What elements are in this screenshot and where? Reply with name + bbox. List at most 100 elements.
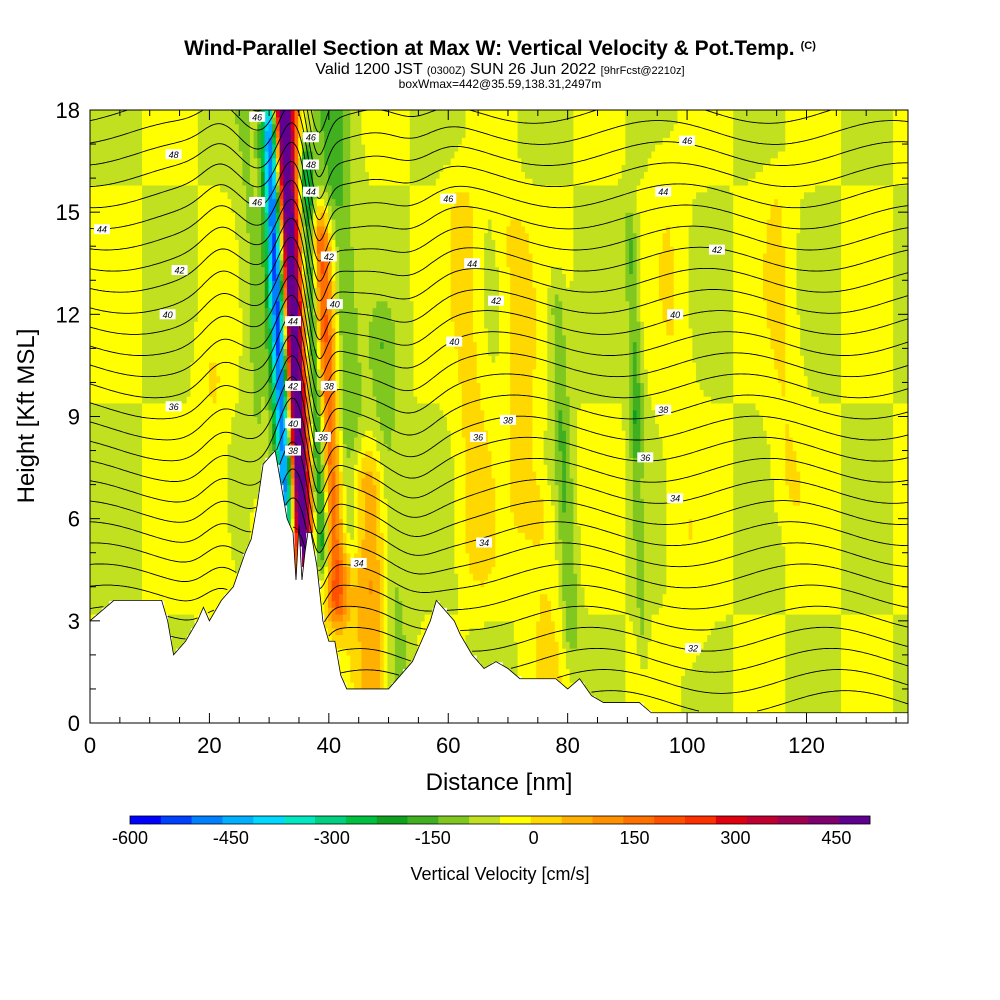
velocity-cell	[770, 702, 775, 710]
velocity-cell	[811, 600, 816, 608]
velocity-cell	[499, 539, 504, 547]
velocity-cell	[346, 627, 351, 636]
velocity-cell	[350, 573, 355, 581]
velocity-cell	[666, 559, 671, 567]
velocity-cell	[194, 545, 199, 554]
velocity-cell	[878, 688, 883, 697]
velocity-cell	[495, 505, 500, 513]
velocity-cell	[339, 648, 344, 656]
velocity-cell	[829, 511, 835, 520]
velocity-cell	[569, 552, 574, 561]
velocity-cell	[513, 579, 519, 588]
velocity-cell	[644, 688, 649, 697]
velocity-cell	[476, 607, 482, 615]
velocity-cell	[521, 668, 526, 676]
velocity-cell	[692, 532, 697, 540]
velocity-cell	[528, 539, 534, 547]
velocity-cell	[870, 654, 876, 663]
velocity-cell	[688, 559, 693, 567]
velocity-cell	[684, 579, 690, 588]
velocity-cell	[130, 511, 136, 520]
velocity-cell	[725, 614, 731, 622]
velocity-cell	[881, 675, 887, 683]
velocity-cell	[670, 668, 675, 676]
velocity-cell	[90, 525, 95, 533]
velocity-cell	[859, 641, 864, 649]
velocity-cell	[398, 511, 403, 520]
velocity-cell	[837, 654, 842, 663]
velocity-cell	[536, 668, 541, 676]
velocity-cell	[346, 566, 351, 574]
velocity-cell	[320, 532, 325, 540]
velocity-cell	[632, 511, 638, 520]
velocity-cell	[554, 552, 560, 561]
velocity-cell	[238, 511, 244, 520]
velocity-cell	[446, 545, 452, 554]
velocity-cell	[733, 634, 738, 642]
velocity-cell	[595, 682, 600, 690]
velocity-cell	[792, 545, 798, 554]
velocity-cell	[365, 682, 370, 690]
velocity-cell	[406, 545, 411, 554]
velocity-cell	[562, 545, 567, 554]
velocity-cell	[365, 675, 370, 683]
velocity-cell	[603, 600, 608, 608]
velocity-cell	[636, 634, 641, 642]
velocity-cell	[104, 559, 110, 567]
velocity-cell	[562, 661, 567, 670]
velocity-cell	[662, 682, 667, 690]
velocity-cell	[673, 627, 679, 636]
velocity-cell	[558, 579, 563, 588]
velocity-cell	[573, 586, 578, 595]
velocity-cell	[446, 607, 452, 615]
velocity-cell	[796, 545, 801, 554]
velocity-cell	[859, 600, 864, 608]
velocity-cell	[231, 511, 236, 520]
velocity-cell	[673, 559, 679, 567]
velocity-cell	[859, 634, 864, 642]
velocity-cell	[881, 593, 887, 601]
velocity-cell	[666, 518, 671, 527]
velocity-cell	[815, 545, 820, 554]
velocity-cell	[361, 593, 366, 601]
velocity-cell	[446, 518, 452, 527]
velocity-cell	[770, 661, 775, 670]
velocity-cell	[625, 539, 630, 547]
velocity-cell	[714, 505, 719, 513]
velocity-cell	[833, 641, 838, 649]
velocity-cell	[755, 695, 760, 704]
velocity-cell	[175, 600, 180, 608]
velocity-cell	[528, 668, 534, 676]
velocity-cell	[651, 505, 656, 513]
velocity-cell	[688, 511, 693, 520]
velocity-cell	[539, 607, 545, 615]
velocity-cell	[617, 695, 623, 704]
velocity-cell	[584, 545, 589, 554]
velocity-cell	[558, 607, 563, 615]
velocity-cell	[781, 525, 786, 533]
velocity-cell	[175, 573, 180, 581]
velocity-cell	[755, 648, 760, 656]
velocity-cell	[510, 586, 515, 595]
velocity-cell	[666, 539, 671, 547]
velocity-cell	[755, 525, 760, 533]
velocity-cell	[844, 661, 850, 670]
velocity-cell	[499, 573, 504, 581]
velocity-cell	[833, 627, 838, 636]
velocity-cell	[562, 627, 567, 636]
velocity-cell	[751, 586, 757, 595]
velocity-cell	[811, 545, 816, 554]
velocity-cell	[112, 593, 117, 601]
velocity-cell	[372, 607, 377, 615]
velocity-cell	[435, 539, 441, 547]
velocity-cell	[777, 695, 783, 704]
velocity-cell	[142, 518, 147, 527]
velocity-cell	[751, 614, 757, 622]
velocity-cell	[811, 539, 816, 547]
velocity-cell	[740, 634, 745, 642]
velocity-cell	[736, 702, 742, 710]
velocity-cell	[179, 505, 184, 513]
velocity-cell	[383, 586, 389, 595]
velocity-cell	[889, 532, 894, 540]
